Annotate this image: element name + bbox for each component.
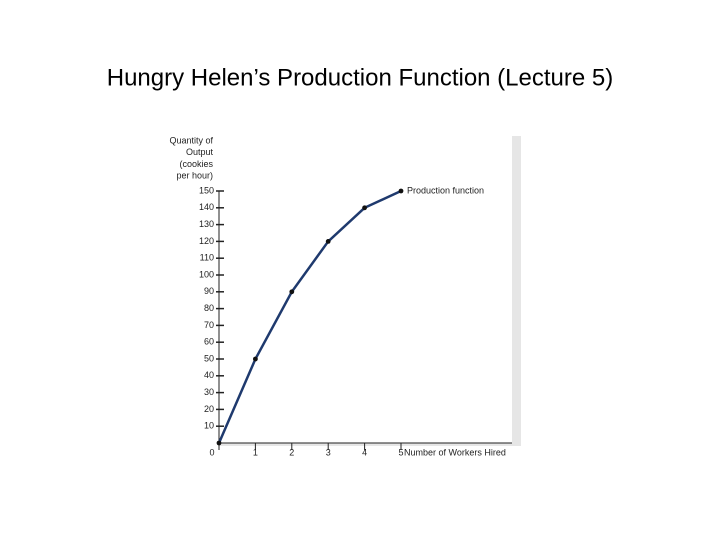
y-tick-label: 30	[204, 387, 214, 397]
x-tick-label: 2	[289, 447, 294, 457]
y-axis-label: Quantity of	[169, 135, 213, 145]
y-axis-label: (cookies	[179, 159, 213, 169]
panel-shadow	[512, 136, 521, 446]
production-line	[217, 189, 402, 444]
x-tick-label: 0	[209, 447, 214, 457]
data-point	[289, 289, 295, 295]
data-point	[398, 188, 404, 194]
y-tick-label: 140	[199, 202, 214, 212]
y-tick-label: 60	[204, 337, 214, 347]
y-tick-label: 50	[204, 353, 214, 363]
data-point	[253, 356, 258, 362]
data-point	[216, 440, 222, 446]
y-axis-label: per hour)	[176, 170, 213, 180]
panel-shadow-bottom	[219, 443, 521, 446]
y-tick-label: 150	[199, 185, 214, 195]
x-tick-label: 4	[362, 447, 367, 457]
y-tick-label: 100	[199, 269, 214, 279]
slide-title: Hungry Helen’s Production Function (Lect…	[107, 64, 613, 91]
y-tick-label: 120	[199, 236, 214, 246]
y-tick-label: 110	[200, 253, 214, 263]
line-annotation: Production function	[407, 185, 484, 195]
y-tick-label: 70	[204, 320, 214, 330]
y-tick-label: 130	[199, 219, 214, 229]
data-point	[362, 205, 367, 211]
y-tick-label: 20	[204, 404, 214, 414]
x-tick-label: 5	[398, 447, 403, 457]
x-tick-label: 1	[253, 447, 258, 457]
y-tick-label: 80	[204, 303, 214, 313]
x-tick-label: 3	[326, 447, 331, 457]
y-tick-label: 10	[204, 421, 214, 431]
data-point	[325, 239, 331, 244]
x-axis-label: Number of Workers Hired	[404, 447, 506, 457]
y-tick-label: 90	[204, 286, 214, 296]
y-axis-label: Output	[186, 147, 214, 157]
y-tick-label: 40	[204, 370, 214, 380]
